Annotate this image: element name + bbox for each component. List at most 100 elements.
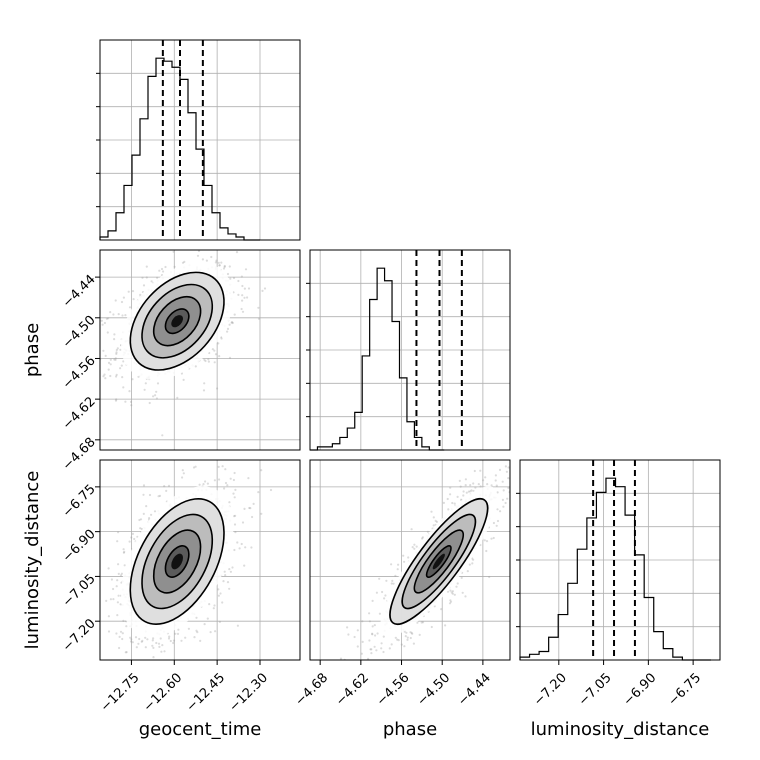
scatter-point-geocent-time-vs-phase <box>114 358 117 361</box>
scatter-point-geocent-time-vs-luminosity-distance <box>119 574 123 577</box>
histogram-geocent-time <box>99 57 260 241</box>
scatter-point-phase-vs-luminosity-distance <box>499 510 502 513</box>
scatter-point-geocent-time-vs-luminosity-distance <box>119 630 123 633</box>
scatter-point-geocent-time-vs-luminosity-distance <box>82 691 84 693</box>
x-tick-label-phase: −4.62 <box>333 670 372 709</box>
scatter-point-phase-vs-luminosity-distance <box>469 490 472 493</box>
scatter-point-geocent-time-vs-luminosity-distance <box>260 469 263 472</box>
scatter-point-phase-vs-luminosity-distance <box>361 665 363 667</box>
scatter-point-geocent-time-vs-phase <box>247 287 251 290</box>
data-layer <box>82 40 712 693</box>
scatter-point-geocent-time-vs-phase <box>237 279 240 283</box>
scatter-point-phase-vs-luminosity-distance <box>451 501 454 505</box>
scatter-point-geocent-time-vs-phase <box>85 352 87 354</box>
scatter-point-geocent-time-vs-phase <box>264 246 266 248</box>
scatter-point-geocent-time-vs-luminosity-distance <box>209 631 212 634</box>
scatter-point-phase-vs-luminosity-distance <box>469 484 472 487</box>
scatter-point-phase-vs-luminosity-distance <box>504 501 507 505</box>
scatter-point-geocent-time-vs-luminosity-distance <box>238 547 241 550</box>
scatter-point-geocent-time-vs-phase <box>124 314 127 317</box>
scatter-point-geocent-time-vs-phase <box>197 250 201 253</box>
scatter-point-phase-vs-luminosity-distance <box>453 502 456 505</box>
scatter-point-phase-vs-luminosity-distance <box>375 649 378 652</box>
density-group-geocent-time-vs-phase <box>85 246 267 458</box>
y-axis-label-phase: phase <box>22 323 43 377</box>
scatter-point-geocent-time-vs-phase <box>220 261 223 264</box>
scatter-point-geocent-time-vs-phase <box>101 323 104 326</box>
scatter-point-geocent-time-vs-phase <box>235 251 239 254</box>
scatter-point-geocent-time-vs-luminosity-distance <box>148 493 152 497</box>
scatter-point-geocent-time-vs-luminosity-distance <box>212 607 215 610</box>
scatter-point-phase-vs-luminosity-distance <box>403 645 406 648</box>
scatter-point-geocent-time-vs-luminosity-distance <box>116 680 118 682</box>
scatter-point-geocent-time-vs-luminosity-distance <box>116 601 119 604</box>
scatter-point-phase-vs-luminosity-distance <box>378 577 381 580</box>
scatter-point-geocent-time-vs-luminosity-distance <box>131 532 134 536</box>
scatter-point-geocent-time-vs-luminosity-distance <box>134 636 138 639</box>
scatter-point-geocent-time-vs-luminosity-distance <box>152 646 155 650</box>
scatter-point-phase-vs-luminosity-distance <box>368 612 371 615</box>
scatter-point-phase-vs-luminosity-distance <box>461 591 464 594</box>
scatter-point-phase-vs-luminosity-distance <box>368 639 371 642</box>
scatter-point-phase-vs-luminosity-distance <box>391 579 394 583</box>
scatter-point-geocent-time-vs-luminosity-distance <box>116 614 119 617</box>
scatter-point-phase-vs-luminosity-distance <box>479 469 482 472</box>
scatter-point-geocent-time-vs-phase <box>131 456 133 458</box>
scatter-point-geocent-time-vs-phase <box>132 298 135 301</box>
scatter-point-geocent-time-vs-phase <box>107 361 111 364</box>
scatter-point-geocent-time-vs-luminosity-distance <box>199 639 202 643</box>
scatter-point-phase-vs-luminosity-distance <box>468 563 471 566</box>
scatter-point-geocent-time-vs-luminosity-distance <box>163 485 166 488</box>
scatter-point-geocent-time-vs-phase <box>117 313 120 316</box>
scatter-point-geocent-time-vs-phase <box>105 317 108 320</box>
scatter-point-geocent-time-vs-phase <box>116 347 119 350</box>
scatter-point-geocent-time-vs-luminosity-distance <box>130 536 133 539</box>
scatter-point-geocent-time-vs-phase <box>263 287 267 290</box>
scatter-point-phase-vs-luminosity-distance <box>373 645 376 648</box>
scatter-point-geocent-time-vs-luminosity-distance <box>229 477 232 480</box>
scatter-point-phase-vs-luminosity-distance <box>403 560 406 563</box>
scatter-point-geocent-time-vs-luminosity-distance <box>118 646 121 650</box>
scatter-point-phase-vs-luminosity-distance <box>390 643 393 646</box>
scatter-point-phase-vs-luminosity-distance <box>478 456 480 458</box>
scatter-point-geocent-time-vs-phase <box>102 375 105 378</box>
scatter-point-geocent-time-vs-luminosity-distance <box>157 642 161 645</box>
scatter-point-geocent-time-vs-luminosity-distance <box>163 650 166 653</box>
scatter-point-geocent-time-vs-phase <box>243 287 246 290</box>
scatter-point-phase-vs-luminosity-distance <box>388 647 391 650</box>
scatter-point-geocent-time-vs-phase <box>228 265 231 268</box>
scatter-point-geocent-time-vs-luminosity-distance <box>89 677 91 679</box>
scatter-point-phase-vs-luminosity-distance <box>517 485 519 487</box>
scatter-point-geocent-time-vs-luminosity-distance <box>243 507 246 510</box>
scatter-point-geocent-time-vs-luminosity-distance <box>195 616 198 619</box>
scatter-point-geocent-time-vs-luminosity-distance <box>145 505 148 508</box>
scatter-point-geocent-time-vs-phase <box>237 293 240 296</box>
scatter-point-phase-vs-luminosity-distance <box>382 635 385 638</box>
scatter-point-geocent-time-vs-phase <box>100 319 103 322</box>
scatter-point-geocent-time-vs-phase <box>201 246 203 248</box>
scatter-point-geocent-time-vs-luminosity-distance <box>118 635 121 639</box>
scatter-point-geocent-time-vs-luminosity-distance <box>218 478 221 481</box>
scatter-point-geocent-time-vs-luminosity-distance <box>159 637 162 640</box>
scatter-point-geocent-time-vs-luminosity-distance <box>141 673 143 675</box>
scatter-point-geocent-time-vs-phase <box>220 337 223 340</box>
scatter-point-phase-vs-luminosity-distance <box>530 456 532 458</box>
scatter-point-phase-vs-luminosity-distance <box>464 478 467 481</box>
scatter-point-phase-vs-luminosity-distance <box>459 485 462 488</box>
scatter-point-geocent-time-vs-luminosity-distance <box>213 604 216 607</box>
panel-frame-geocent-time-vs-phase <box>99 249 301 451</box>
scatter-point-geocent-time-vs-luminosity-distance <box>257 491 260 494</box>
scatter-point-phase-vs-luminosity-distance <box>368 620 371 623</box>
scatter-point-phase-vs-luminosity-distance <box>409 631 412 634</box>
scatter-point-geocent-time-vs-luminosity-distance <box>174 632 177 635</box>
scatter-point-phase-vs-luminosity-distance <box>485 540 489 543</box>
scatter-point-geocent-time-vs-luminosity-distance <box>180 639 183 642</box>
scatter-point-geocent-time-vs-luminosity-distance <box>165 489 168 492</box>
scatter-point-geocent-time-vs-phase <box>213 361 216 364</box>
x-tick-label-geocent-time: −12.75 <box>98 670 143 715</box>
scatter-point-geocent-time-vs-luminosity-distance <box>269 488 273 492</box>
scatter-point-geocent-time-vs-luminosity-distance <box>138 518 141 522</box>
scatter-point-phase-vs-luminosity-distance <box>371 599 374 603</box>
scatter-point-geocent-time-vs-phase <box>120 364 123 367</box>
scatter-point-geocent-time-vs-luminosity-distance <box>131 641 134 644</box>
